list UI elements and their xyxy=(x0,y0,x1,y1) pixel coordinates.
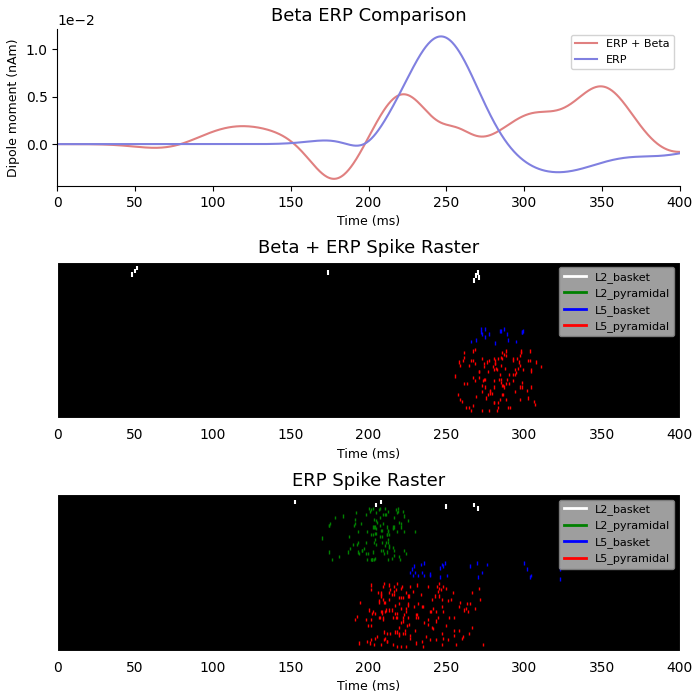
Line: ERP: ERP xyxy=(57,36,680,172)
ERP xyxy=(437,32,445,41)
ERP xyxy=(526,161,535,169)
ERP xyxy=(53,140,62,148)
X-axis label: Time (ms): Time (ms) xyxy=(337,215,400,228)
ERP xyxy=(91,140,99,148)
X-axis label: Time (ms): Time (ms) xyxy=(337,447,400,461)
ERP + Beta xyxy=(432,116,440,124)
ERP xyxy=(414,53,423,62)
Title: ERP Spike Raster: ERP Spike Raster xyxy=(292,472,445,490)
Title: Beta ERP Comparison: Beta ERP Comparison xyxy=(271,7,466,25)
Legend: ERP + Beta, ERP: ERP + Beta, ERP xyxy=(570,35,674,69)
Line: ERP + Beta: ERP + Beta xyxy=(57,86,680,178)
Legend: L2_basket, L2_pyramidal, L5_basket, L5_pyramidal: L2_basket, L2_pyramidal, L5_basket, L5_p… xyxy=(559,267,674,337)
ERP + Beta xyxy=(91,140,99,148)
ERP xyxy=(676,149,684,158)
ERP + Beta xyxy=(415,99,424,108)
ERP xyxy=(451,41,459,50)
Y-axis label: Dipole moment (nAm): Dipole moment (nAm) xyxy=(7,38,20,177)
ERP + Beta xyxy=(676,148,684,156)
ERP + Beta xyxy=(53,140,62,148)
ERP + Beta xyxy=(596,82,605,90)
ERP + Beta xyxy=(330,174,338,183)
ERP + Beta xyxy=(590,83,598,92)
ERP xyxy=(431,34,440,42)
ERP xyxy=(591,160,599,169)
Legend: L2_basket, L2_pyramidal, L5_basket, L5_pyramidal: L2_basket, L2_pyramidal, L5_basket, L5_p… xyxy=(559,500,674,569)
ERP + Beta xyxy=(526,109,535,118)
X-axis label: Time (ms): Time (ms) xyxy=(337,680,400,693)
Title: Beta + ERP Spike Raster: Beta + ERP Spike Raster xyxy=(258,239,480,258)
ERP xyxy=(554,168,563,176)
ERP + Beta xyxy=(451,122,459,131)
